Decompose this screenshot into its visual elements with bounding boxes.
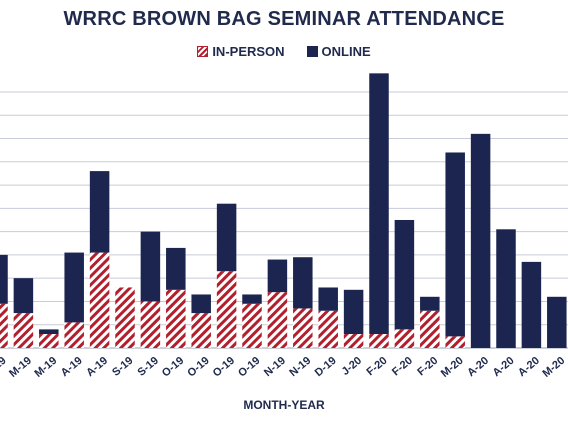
- bar-in-person: [445, 336, 465, 348]
- x-tick-label: A-19: [84, 355, 110, 380]
- x-tick-label: M-19: [7, 355, 34, 380]
- bar-online: [0, 254, 8, 304]
- bar-online: [267, 259, 288, 293]
- bar-online: [445, 152, 465, 337]
- chart-title: WRRC BROWN BAG SEMINAR ATTENDANCE: [63, 8, 505, 30]
- x-tick-label: M-20: [439, 355, 466, 380]
- x-tick-label: A-20: [491, 355, 517, 380]
- legend-swatch-online: [306, 46, 318, 57]
- bar-in-person: [191, 313, 211, 348]
- x-tick-label: A-20: [465, 355, 491, 380]
- bar-in-person: [343, 334, 364, 348]
- bar-in-person: [318, 310, 338, 348]
- x-tick-label: S-19: [135, 355, 161, 379]
- x-tick-label: F-20: [365, 355, 390, 379]
- x-tick-label: J-20: [340, 355, 365, 378]
- x-tick-label: O-19: [185, 355, 211, 380]
- bar-online: [496, 229, 516, 348]
- bar-online: [191, 294, 211, 314]
- x-tick-label: F-20: [415, 355, 440, 379]
- legend-label-in-person: IN-PERSON: [212, 44, 285, 59]
- bar-in-person: [115, 287, 135, 348]
- bar-online: [547, 296, 567, 348]
- bar-in-person: [394, 329, 415, 348]
- bar-online: [140, 231, 161, 302]
- x-axis-label: MONTH-YEAR: [243, 398, 325, 412]
- bar-online: [13, 278, 34, 314]
- bar-online: [39, 329, 59, 335]
- bar-in-person: [64, 322, 84, 348]
- x-tick-label: A-20: [516, 355, 542, 380]
- x-tick-label: M-19: [32, 355, 59, 380]
- bar-online: [369, 73, 389, 335]
- bar-online: [318, 287, 338, 311]
- bar-in-person: [267, 292, 288, 348]
- bar-online: [293, 257, 313, 309]
- bar-online: [166, 247, 186, 290]
- legend-label-online: ONLINE: [321, 44, 371, 59]
- x-tick-label: O-19: [160, 355, 186, 380]
- bar-in-person: [216, 271, 237, 348]
- bar-online: [394, 219, 415, 330]
- x-tick-label: O-19: [236, 355, 262, 380]
- bar-in-person: [242, 303, 262, 348]
- bar-in-person: [166, 289, 186, 348]
- legend-entry-online: ONLINE: [306, 44, 371, 59]
- x-tick-label: M-20: [540, 355, 567, 380]
- legend: IN-PERSON ONLINE: [0, 44, 568, 59]
- bar-online: [420, 296, 440, 311]
- bar-in-person: [420, 310, 440, 348]
- bar-online: [89, 171, 110, 253]
- bar-online: [64, 252, 84, 323]
- bar-in-person: [89, 252, 110, 348]
- x-tick-label: D-19: [313, 355, 339, 380]
- x-tick-label: N-19: [287, 355, 313, 380]
- x-tick-label: O-19: [211, 355, 237, 380]
- bar-in-person: [140, 301, 161, 348]
- bar-online: [242, 294, 262, 304]
- bar-online: [521, 261, 542, 348]
- x-tick-label: F-19: [0, 355, 9, 379]
- bar-online: [343, 289, 364, 335]
- bar-in-person: [13, 313, 34, 348]
- x-tick-label: A-19: [59, 355, 85, 380]
- legend-entry-in-person: IN-PERSON: [197, 44, 285, 59]
- bar-online: [470, 133, 491, 348]
- x-tick-label: N-19: [262, 355, 288, 380]
- bar-in-person: [293, 308, 313, 348]
- x-tick-label: S-19: [110, 355, 136, 379]
- bar-in-person: [369, 334, 389, 348]
- bar-in-person: [0, 303, 8, 348]
- legend-swatch-in-person: [197, 46, 209, 57]
- bar-in-person: [39, 334, 59, 348]
- bar-online: [216, 203, 237, 272]
- x-tick-label: F-20: [390, 355, 415, 379]
